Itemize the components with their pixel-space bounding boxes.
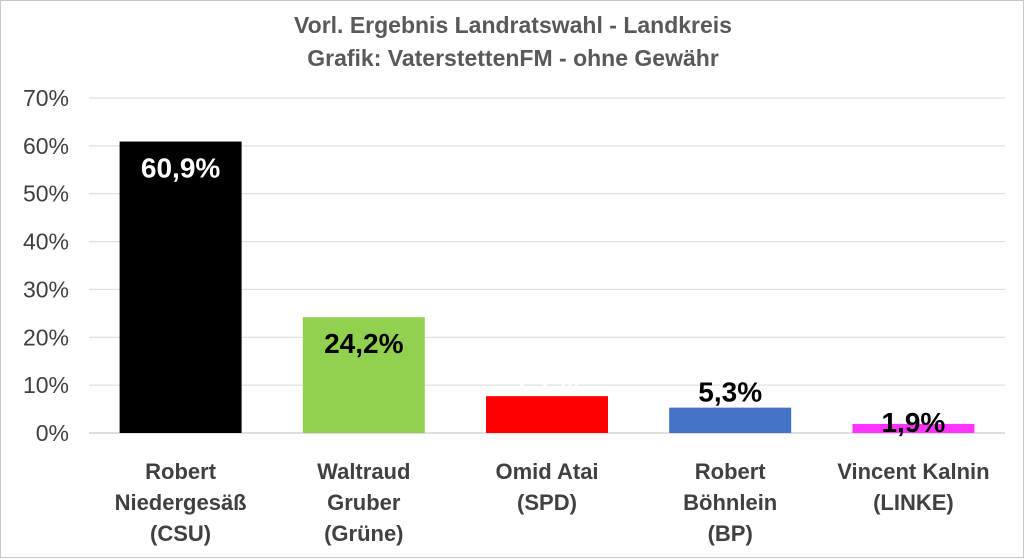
bars: [119, 141, 975, 434]
y-tick-label: 20%: [23, 324, 69, 350]
y-tick-label: 10%: [23, 372, 69, 398]
bar: [486, 396, 608, 433]
y-tick-label: 40%: [23, 229, 69, 255]
category-label: (SPD): [517, 490, 577, 515]
category-label: Gruber: [327, 490, 401, 515]
y-tick-label: 60%: [23, 133, 69, 159]
data-labels: 60,9% 24,2% 7,7% 5,3% 1,9%: [141, 153, 946, 438]
y-tick-label: 0%: [36, 420, 69, 446]
category-label: Niedergesäß: [115, 490, 247, 515]
category-label: Böhnlein: [683, 490, 777, 515]
category-label: Robert: [145, 459, 217, 484]
category-label: Vincent Kalnin: [837, 459, 989, 484]
data-label: 60,9%: [141, 153, 220, 184]
y-tick-label: 70%: [23, 85, 69, 111]
category-label: Omid Atai: [495, 459, 598, 484]
category-label: (CSU): [150, 521, 211, 546]
data-label: 7,7%: [515, 365, 579, 396]
category-label: (BP): [708, 521, 753, 546]
gridlines: [89, 97, 1005, 434]
y-tick-label: 30%: [23, 276, 69, 302]
data-label: 24,2%: [324, 328, 403, 359]
chart-title: Vorl. Ergebnis Landratswahl - Landkreis: [294, 12, 732, 38]
x-axis: Robert Niedergesäß (CSU) Waltraud Gruber (Grü…: [115, 459, 990, 546]
y-tick-label: 50%: [23, 181, 69, 207]
category-label: Waltraud: [317, 459, 410, 484]
chart-subtitle: Grafik: VaterstettenFM - ohne Gewähr: [307, 45, 719, 71]
data-label: 5,3%: [698, 377, 762, 408]
bar: [119, 141, 242, 434]
category-label: (Grüne): [324, 521, 403, 546]
y-axis: 0% 10% 20% 30% 40% 50% 60% 70%: [23, 85, 69, 446]
bar: [669, 407, 792, 433]
bar: [852, 423, 975, 433]
category-label: Robert: [695, 459, 767, 484]
data-label: 1,9%: [881, 407, 945, 438]
bar: [302, 317, 425, 433]
category-label: (LINKE): [873, 490, 954, 515]
